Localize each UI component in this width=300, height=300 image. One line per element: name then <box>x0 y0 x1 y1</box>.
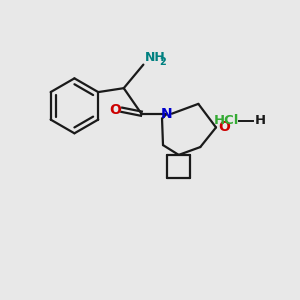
Text: O: O <box>109 103 121 117</box>
Text: NH: NH <box>145 51 166 64</box>
Text: 2: 2 <box>159 57 166 67</box>
Text: O: O <box>218 120 230 134</box>
Text: N: N <box>161 107 173 121</box>
Text: H: H <box>255 114 266 127</box>
Text: HCl: HCl <box>214 114 239 127</box>
